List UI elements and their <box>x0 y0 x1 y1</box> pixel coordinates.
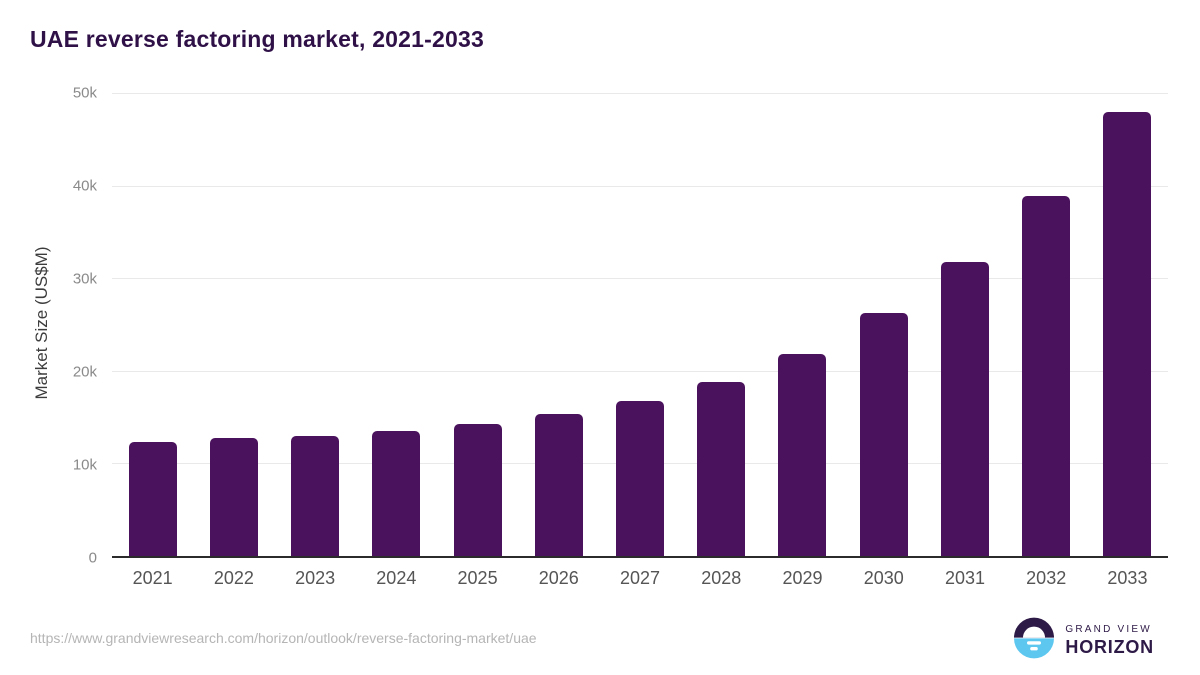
brand-logo-text: GRAND VIEW HORIZON <box>1065 624 1154 658</box>
x-tick-2028: 2028 <box>701 568 742 588</box>
bar-slot-2033 <box>1087 93 1168 556</box>
gridline-50000 <box>112 93 1168 94</box>
y-tick-40k: 40k <box>72 177 97 195</box>
y-axis-tick-labels: 0 10k 20k 30k 40k 50k <box>0 85 97 567</box>
x-tick-2021: 2021 <box>132 568 173 588</box>
bar-2032[interactable] <box>1022 195 1071 556</box>
bar-2023[interactable] <box>291 435 340 556</box>
x-tick-2027: 2027 <box>620 568 661 588</box>
source-url[interactable]: https://www.grandviewresearch.com/horizo… <box>30 630 537 646</box>
bar-slot-2028 <box>681 93 762 556</box>
gridline-20000 <box>112 370 1168 372</box>
bar-2028[interactable] <box>697 381 746 556</box>
bar-slot-2030 <box>843 93 924 556</box>
x-tick-2024: 2024 <box>376 568 417 588</box>
bar-slot-2024 <box>356 93 437 556</box>
chart-title: UAE reverse factoring market, 2021-2033 <box>30 26 484 52</box>
brand-logo-line2: HORIZON <box>1065 636 1154 657</box>
x-axis-tick-labels: 2021 2022 2023 2024 2025 2026 2027 2028 2029 2030… <box>112 568 1168 589</box>
y-tick-10k: 10k <box>72 456 97 474</box>
bar-2024[interactable] <box>372 431 421 556</box>
bar-2033[interactable] <box>1103 112 1152 556</box>
x-tick-2031: 2031 <box>944 568 985 588</box>
x-tick-2030: 2030 <box>863 568 904 588</box>
bar-slot-2026 <box>518 93 599 556</box>
x-tick-2029: 2029 <box>782 568 823 588</box>
y-tick-20k: 20k <box>72 363 97 381</box>
x-tick-2022: 2022 <box>213 568 254 588</box>
brand-logo-line1: GRAND VIEW <box>1065 623 1152 635</box>
bar-slot-2022 <box>193 93 274 556</box>
plot-area <box>112 93 1168 558</box>
y-tick-50k: 50k <box>72 84 97 102</box>
y-tick-0: 0 <box>88 549 97 567</box>
brand-logo: GRAND VIEW HORIZON <box>1012 616 1154 665</box>
x-tick-2023: 2023 <box>295 568 336 588</box>
bar-2031[interactable] <box>940 262 989 556</box>
bar-slot-2029 <box>762 93 843 556</box>
bar-slot-2032 <box>1006 93 1087 556</box>
bar-slot-2025 <box>437 93 518 556</box>
bar-2027[interactable] <box>616 401 665 556</box>
bar-slot-2027 <box>599 93 680 556</box>
gridline-40000 <box>112 185 1168 187</box>
bar-2022[interactable] <box>209 438 258 556</box>
bar-slot-2023 <box>274 93 355 556</box>
gridline-30000 <box>112 278 1168 280</box>
bar-2021[interactable] <box>128 442 177 556</box>
bar-slot-2031 <box>924 93 1005 556</box>
x-tick-2026: 2026 <box>538 568 579 588</box>
x-tick-2032: 2032 <box>1026 568 1067 588</box>
bars-row <box>112 93 1168 556</box>
bar-slot-2021 <box>112 93 193 556</box>
x-tick-2025: 2025 <box>457 568 498 588</box>
bar-2029[interactable] <box>778 354 827 556</box>
bar-2025[interactable] <box>453 424 502 556</box>
horizon-logo-icon <box>1012 616 1056 665</box>
bar-2026[interactable] <box>534 414 583 556</box>
y-tick-30k: 30k <box>72 270 97 288</box>
bar-2030[interactable] <box>859 313 908 556</box>
x-tick-2033: 2033 <box>1107 568 1148 588</box>
